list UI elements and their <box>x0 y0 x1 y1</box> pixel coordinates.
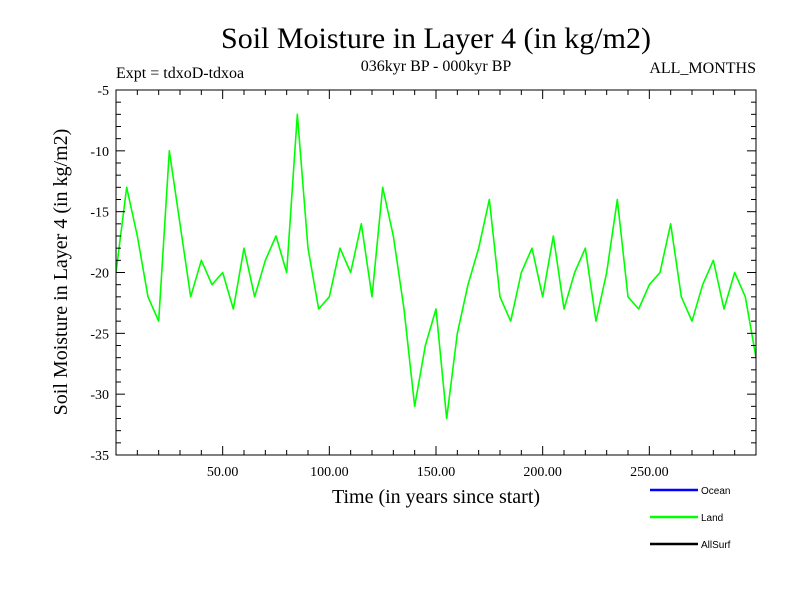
legend-item-ocean: Ocean <box>650 486 730 497</box>
experiment-label: Expt = tdxoD-tdxoa <box>116 65 244 82</box>
plot-area <box>116 113 756 420</box>
months-label: ALL_MONTHS <box>649 60 756 77</box>
y-tick-label: -10 <box>90 145 109 160</box>
chart-subtitle: 036kyr BP - 000kyr BP <box>361 58 512 75</box>
y-tick-label: -30 <box>90 388 109 403</box>
x-tick-label: 150.00 <box>417 465 456 480</box>
x-tick-label: 200.00 <box>523 465 562 480</box>
legend-label: AllSurf <box>701 540 731 551</box>
y-tick-label: -20 <box>90 267 109 282</box>
y-axis-label: Soil Moisture in Layer 4 (in kg/m2) <box>50 129 72 416</box>
chart-title: Soil Moisture in Layer 4 (in kg/m2) <box>221 22 651 55</box>
series-line-land <box>116 113 756 420</box>
legend-label: Land <box>701 513 723 524</box>
y-tick-label: -15 <box>90 206 109 221</box>
y-tick-label: -35 <box>90 449 109 464</box>
y-tick-label: -25 <box>90 327 109 342</box>
axes: 50.00 100.00 150.00 200.00 250.00 -35 -30 -25 -2… <box>90 84 757 480</box>
legend-label: Ocean <box>701 486 730 497</box>
legend-item-land: Land <box>650 513 723 524</box>
x-axis-label: Time (in years since start) <box>332 486 540 508</box>
x-tick-label: 50.00 <box>207 465 239 480</box>
x-tick-label: 100.00 <box>310 465 349 480</box>
y-tick-label: -5 <box>97 84 109 99</box>
legend-item-allsurf: AllSurf <box>650 540 731 551</box>
x-tick-label: 250.00 <box>630 465 669 480</box>
legend: Ocean Land AllSurf <box>650 486 731 551</box>
